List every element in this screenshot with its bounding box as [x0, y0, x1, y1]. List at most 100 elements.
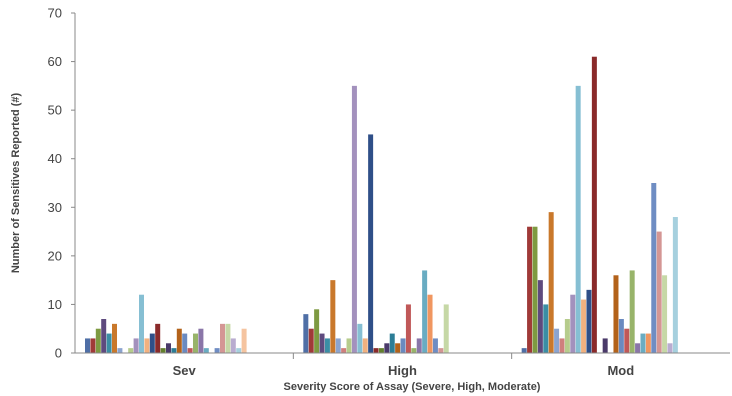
bar-high-7 — [335, 338, 341, 353]
bar-high-2 — [308, 328, 314, 353]
bar-sev-14 — [155, 323, 161, 353]
bar-high-5 — [324, 338, 330, 353]
bar-high-27 — [443, 304, 449, 353]
bar-sev-29 — [236, 348, 242, 353]
y-tick-label: 40 — [48, 151, 62, 166]
y-tick-label: 70 — [48, 6, 62, 21]
x-category-label: Mod — [607, 363, 634, 378]
bar-mod-29 — [672, 217, 678, 353]
bar-mod-28 — [667, 343, 673, 353]
bar-mod-13 — [586, 289, 592, 353]
bar-sev-20 — [187, 348, 193, 353]
bar-mod-26 — [656, 231, 662, 353]
bar-mod-6 — [548, 212, 554, 353]
bar-high-11 — [357, 323, 363, 353]
bar-high-20 — [405, 304, 411, 353]
y-tick-label: 60 — [48, 54, 62, 69]
bar-high-16 — [384, 343, 390, 353]
y-axis-ticks: 0 10 20 30 40 50 60 70 — [48, 6, 75, 361]
bar-sev-6 — [112, 323, 117, 353]
bar-mod-2 — [527, 226, 533, 353]
bar-mod-16 — [602, 338, 608, 353]
bar-sev-10 — [133, 338, 139, 353]
y-tick-label: 30 — [48, 200, 62, 215]
bar-sev-13 — [149, 333, 155, 353]
x-category-label: Sev — [173, 363, 197, 378]
bar-sev-9 — [128, 348, 134, 353]
y-tick-label: 20 — [48, 248, 62, 263]
bar-sev-2 — [90, 338, 96, 353]
bar-mod-24 — [645, 333, 651, 353]
bar-high-9 — [346, 338, 352, 353]
bar-high-14 — [373, 348, 379, 353]
bar-high-6 — [330, 280, 336, 353]
bar-sev-22 — [198, 328, 204, 353]
bar-mod-25 — [651, 183, 657, 353]
bar-sev-1 — [85, 338, 90, 353]
x-axis-title: Severity Score of Assay (Severe, High, M… — [284, 381, 541, 393]
bar-sev-11 — [139, 294, 144, 353]
bar-high-17 — [389, 333, 395, 353]
bar-high-8 — [341, 348, 347, 353]
bar-sev-19 — [182, 333, 188, 353]
y-tick-label: 10 — [48, 297, 62, 312]
bar-high-22 — [416, 338, 422, 353]
bar-mod-11 — [575, 85, 581, 354]
bars-group — [85, 56, 678, 354]
bar-high-1 — [303, 314, 309, 353]
bar-sev-17 — [171, 348, 177, 353]
bar-mod-19 — [618, 319, 624, 353]
bar-mod-9 — [564, 319, 570, 353]
bar-mod-7 — [554, 328, 560, 353]
bar-sev-5 — [106, 333, 112, 353]
x-axis-category-labels: Sev High Mod — [173, 363, 635, 378]
bar-mod-8 — [559, 338, 565, 353]
bar-high-10 — [351, 85, 357, 354]
bar-sev-30 — [241, 328, 247, 353]
y-tick-label: 50 — [48, 103, 62, 118]
bar-mod-12 — [581, 299, 587, 353]
bar-sev-28 — [230, 338, 236, 353]
bar-sev-26 — [220, 323, 225, 353]
bar-high-26 — [438, 348, 444, 353]
bar-sev-7 — [117, 348, 123, 353]
bar-mod-1 — [521, 348, 527, 353]
bar-sev-3 — [95, 328, 101, 353]
bar-sev-27 — [225, 323, 231, 353]
bar-mod-10 — [570, 294, 576, 353]
bar-high-13 — [368, 134, 374, 353]
bar-high-12 — [362, 338, 368, 353]
bar-high-18 — [395, 343, 401, 353]
bar-high-24 — [427, 294, 433, 353]
bar-high-23 — [422, 270, 428, 353]
bar-high-15 — [378, 348, 384, 353]
bar-high-19 — [400, 338, 406, 353]
y-axis-title: Number of Sensitives Reported (#) — [10, 93, 22, 274]
x-axis-category-ticks — [292, 353, 513, 359]
bar-high-3 — [314, 309, 320, 353]
bar-high-25 — [432, 338, 438, 353]
bar-high-4 — [319, 333, 325, 353]
bar-sev-4 — [101, 319, 107, 353]
bar-mod-23 — [640, 333, 646, 353]
bar-mod-20 — [624, 328, 630, 353]
bar-sev-16 — [166, 343, 171, 353]
bar-sev-12 — [144, 338, 150, 353]
bar-high-21 — [411, 348, 417, 353]
bar-sev-21 — [193, 333, 198, 353]
bar-mod-3 — [532, 226, 538, 353]
bar-sev-23 — [203, 348, 209, 353]
bar-mod-18 — [613, 275, 619, 353]
y-tick-label: 0 — [55, 346, 62, 361]
bar-mod-5 — [543, 304, 549, 353]
bar-mod-27 — [662, 275, 668, 353]
bar-sev-18 — [176, 328, 182, 353]
x-category-label: High — [388, 363, 417, 378]
bar-mod-14 — [591, 56, 597, 354]
bar-mod-21 — [629, 270, 635, 353]
bar-mod-4 — [537, 280, 543, 353]
bar-mod-22 — [635, 343, 641, 353]
bar-sev-25 — [214, 348, 220, 353]
